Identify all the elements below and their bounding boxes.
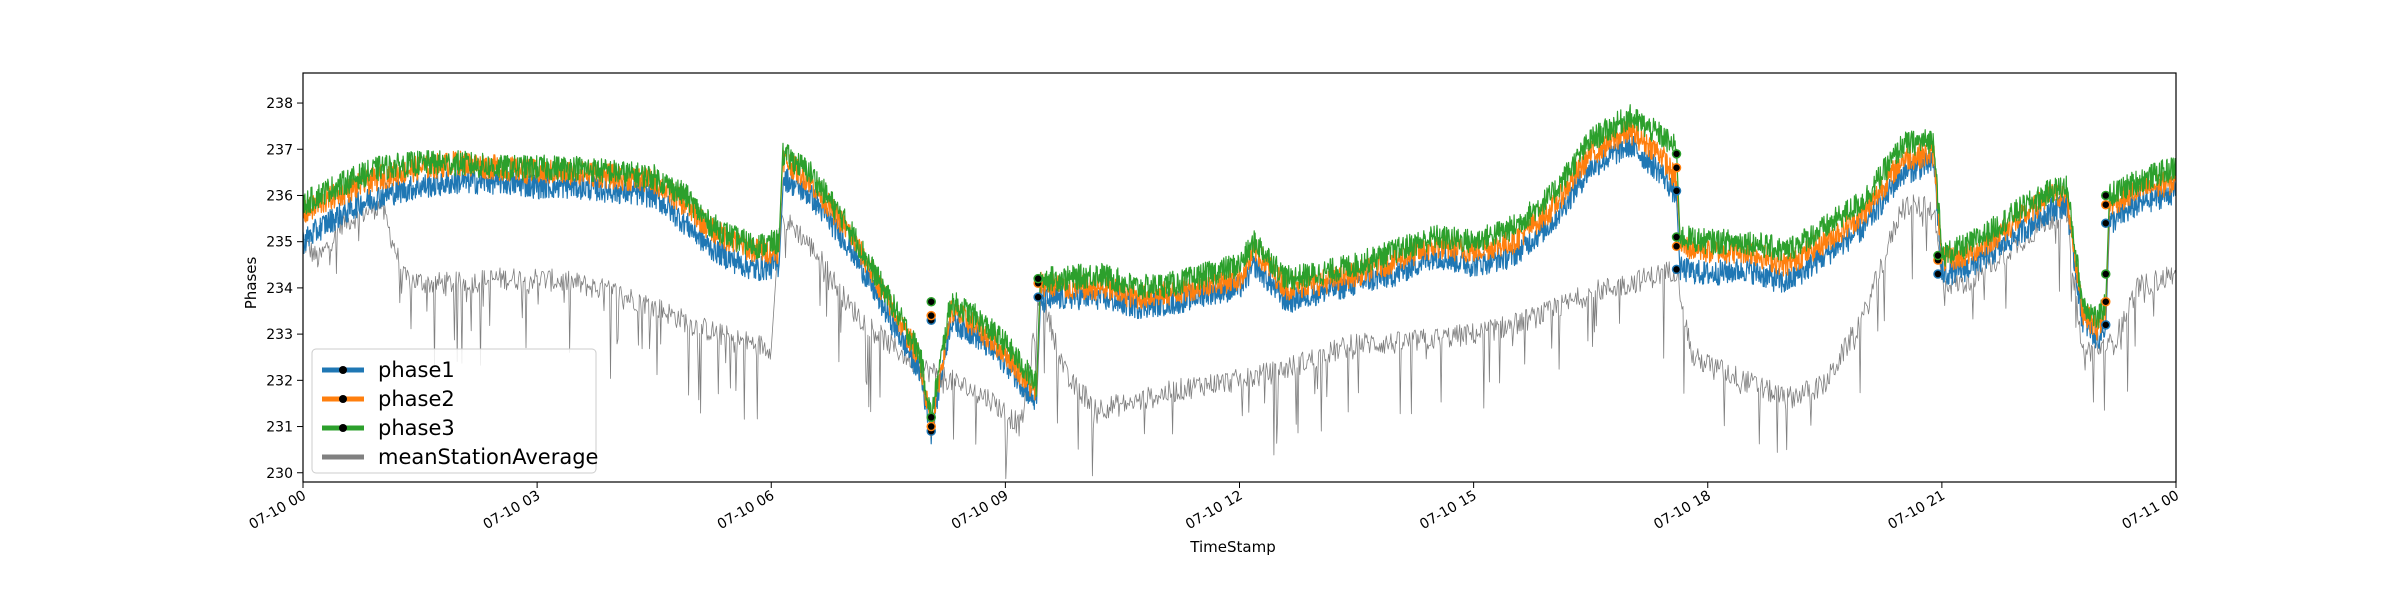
y-tick-label: 237 xyxy=(266,142,293,158)
gap-marker-point xyxy=(926,310,936,321)
gap-marker-point xyxy=(1671,186,1682,196)
gap-marker-point xyxy=(2101,190,2111,201)
series-line-meanStationAverage xyxy=(303,194,2176,480)
gap-marker-point xyxy=(1671,264,1682,275)
legend: phase1 phase2 phase3 meanStationAverage xyxy=(311,348,598,474)
legend-marker-phase2 xyxy=(339,395,347,403)
y-tick-label: 234 xyxy=(266,281,293,297)
series-group xyxy=(303,104,2176,480)
x-axis-label: TimeStamp xyxy=(1189,538,1275,556)
gap-marker-point xyxy=(1671,232,1682,242)
gap-marker-point xyxy=(1671,149,1682,159)
y-tick-label: 232 xyxy=(266,373,293,389)
y-tick-label: 233 xyxy=(266,327,293,343)
y-axis-label: Phases xyxy=(242,257,260,310)
legend-label-meanStationAverage: meanStationAverage xyxy=(378,445,598,469)
y-tick-label: 235 xyxy=(266,235,293,251)
gap-marker-point xyxy=(926,421,936,432)
gap-marker-point xyxy=(1933,269,1943,279)
legend-box xyxy=(311,348,597,474)
gap-marker-point xyxy=(1033,292,1043,302)
gap-marker-point xyxy=(1033,273,1043,284)
gap-marker-point xyxy=(926,297,936,307)
y-tick-label: 231 xyxy=(266,420,293,436)
legend-marker-phase1 xyxy=(339,366,347,374)
gap-marker-point xyxy=(1671,241,1682,252)
gap-marker-point xyxy=(2101,297,2111,307)
legend-label-phase2: phase2 xyxy=(378,387,455,411)
legend-label-phase3: phase3 xyxy=(378,416,455,440)
legend-marker-phase3 xyxy=(339,424,347,432)
gap-marker-point xyxy=(1671,162,1682,173)
gap-marker-point xyxy=(2101,269,2111,279)
gap-marker-point xyxy=(2101,218,2111,228)
legend-label-phase1: phase1 xyxy=(378,358,455,382)
gap-marker-point xyxy=(2101,320,2111,330)
y-tick-label: 238 xyxy=(266,96,293,112)
plot-area xyxy=(303,104,2176,480)
series-line-phase3 xyxy=(303,104,2176,423)
gap-marker-point xyxy=(926,412,936,423)
y-tick-label: 236 xyxy=(266,188,293,204)
y-tick-label: 230 xyxy=(266,466,293,482)
gap-marker-point xyxy=(1933,250,1943,261)
gap-marker-point xyxy=(2101,199,2111,210)
